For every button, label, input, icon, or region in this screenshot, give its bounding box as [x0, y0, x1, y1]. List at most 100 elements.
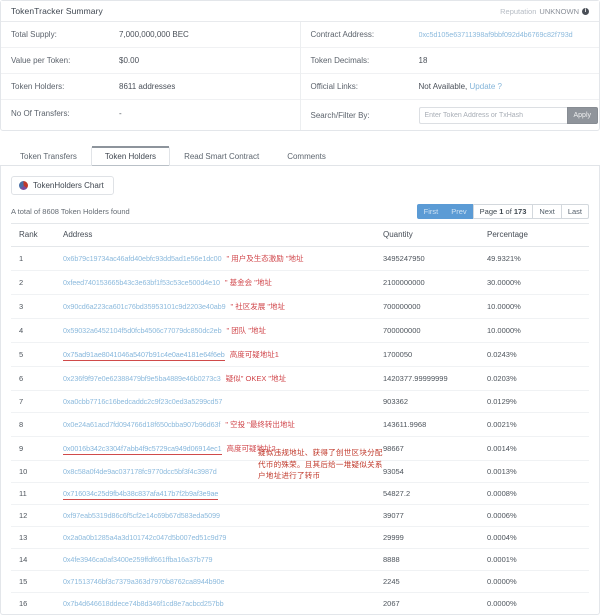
summary-row-search-filter: Search/Filter By: Apply: [301, 100, 600, 130]
tab-bar: Token Transfers Token Holders Read Smart…: [0, 139, 600, 166]
cell-rank: 13: [11, 526, 63, 549]
cell-quantity: 54827.2: [383, 482, 487, 505]
cell-quantity: 1420377.99999999: [383, 366, 487, 391]
token-holders-chart-button[interactable]: TokenHolders Chart: [11, 176, 114, 195]
no-of-transfers-label: No Of Transfers:: [11, 108, 70, 118]
tab-token-holders[interactable]: Token Holders: [90, 146, 171, 166]
token-decimals-label: Token Decimals:: [310, 56, 370, 65]
contract-address-label: Contract Address:: [310, 30, 375, 39]
search-filter-label: Search/Filter By:: [310, 110, 370, 120]
cell-percentage: 10.0000%: [487, 294, 589, 319]
cell-percentage: 0.0013%: [487, 460, 589, 483]
official-links-update-link[interactable]: Update ?: [469, 82, 502, 91]
address-link[interactable]: 0x75ad91ae8041046a5407b91c4e0ae4181e64f6…: [63, 350, 225, 361]
cell-rank: 9: [11, 436, 63, 461]
cell-quantity: 700000000: [383, 294, 487, 319]
table-row: 15 0x71513746bf3c7379a363d7970b8762ca8944…: [11, 570, 589, 593]
table-row: 5 0x75ad91ae8041046a5407b91c4e0ae4181e64f…: [11, 342, 589, 367]
token-tracker-summary-panel: TokenTracker Summary Reputation UNKNOWN …: [0, 0, 600, 131]
cell-quantity: 903362: [383, 390, 487, 413]
search-box: Apply: [418, 106, 599, 124]
address-link[interactable]: 0x2a0a0b1285a4a3d101742c047d5b007ed51c9d…: [63, 533, 227, 542]
reputation-badge: Reputation UNKNOWN i: [500, 7, 589, 16]
total-supply-value: 7,000,000,000 BEC: [119, 30, 189, 39]
summary-row-no-of-transfers: No Of Transfers: -: [1, 100, 300, 126]
table-row: 8 0x0e24a61acd7fd094766d18f650cbba907b96d…: [11, 412, 589, 437]
official-links-label: Official Links:: [310, 82, 358, 91]
table-row: 10 0x8c58a0f4de9ac037178fc9770dcc5bf3f4c3…: [11, 460, 589, 483]
cell-address: 0x0e24a61acd7fd094766d18f650cbba907b96d6…: [63, 412, 383, 437]
cell-address: 0x236f9f97e0e62388479bf9e5ba4889e46b0273…: [63, 366, 383, 391]
cell-rank: 2: [11, 270, 63, 295]
address-annotation: 疑似" OKEX "地址: [225, 374, 287, 383]
tab-read-smart-contract[interactable]: Read Smart Contract: [184, 152, 260, 161]
pagination-prev-button[interactable]: Prev: [444, 204, 473, 219]
table-body: 1 0x6b79c19734ac46afd40ebfc93dd5ad1e56e1d…: [11, 246, 589, 615]
cell-address: 0x90cd6a223ca601c76bd35953101c9d2203e40a…: [63, 294, 383, 319]
address-link[interactable]: 0x716034c25d9fb4b38c837afa417b7f2b9af3e9…: [63, 489, 219, 500]
cell-rank: 14: [11, 548, 63, 571]
cell-percentage: 0.0004%: [487, 526, 589, 549]
pagination-last-button[interactable]: Last: [560, 204, 589, 219]
column-header-rank: Rank: [11, 223, 63, 247]
cell-percentage: 0.0014%: [487, 436, 589, 461]
address-link[interactable]: 0x0016b342c3304f7abb4f9c5729ca949d06914e…: [63, 444, 222, 455]
address-annotation: " 基金会 "地址: [224, 278, 272, 287]
cell-percentage: 49.9321%: [487, 246, 589, 271]
tab-comments[interactable]: Comments: [287, 152, 326, 161]
address-link[interactable]: 0xa0cbb7716c16bedcaddc2c9f23c0ed3a5299cd…: [63, 397, 223, 406]
table-row: 6 0x236f9f97e0e62388479bf9e5ba4889e46b027…: [11, 366, 589, 391]
address-link[interactable]: 0xf97eab5319d86c6f5cf2e14c69b67d583eda50…: [63, 511, 220, 520]
cell-rank: 10: [11, 460, 63, 483]
address-link[interactable]: 0x71513746bf3c7379a363d7970b8762ca8944b9…: [63, 577, 225, 586]
address-link[interactable]: 0xfeed740153665b43c3e63bf1f53c53ce500d4e…: [63, 278, 220, 287]
pagination-first-button[interactable]: First: [416, 204, 445, 219]
pagination-next-button[interactable]: Next: [532, 204, 561, 219]
table-row: 4 0x59032a6452104f5d0fcb4506c77079dc850dc…: [11, 318, 589, 343]
table-row: 3 0x90cd6a223ca601c76bd35953101c9d2203e40…: [11, 294, 589, 319]
column-header-address: Address: [63, 223, 383, 247]
cell-rank: 1: [11, 246, 63, 271]
search-input[interactable]: [418, 106, 567, 124]
token-holders-table: Rank Address Quantity Percentage 1 0x6b79…: [11, 223, 589, 614]
tab-token-transfers[interactable]: Token Transfers: [20, 152, 77, 161]
cell-rank: 3: [11, 294, 63, 319]
cell-percentage: 0.0000%: [487, 599, 517, 608]
table-row: 16 0x7b4d646618ddece74b8d346f1cd8e7acbcd2…: [11, 593, 589, 615]
cell-percentage: 0.0203%: [487, 366, 589, 391]
total-supply-label: Total Supply:: [11, 30, 57, 39]
table-toolbar: A total of 8608 Token Holders found Firs…: [11, 204, 589, 219]
address-link[interactable]: 0x7b4d646618ddece74b8d346f1cd8e7acbcd257…: [63, 599, 224, 608]
reputation-value: UNKNOWN: [539, 6, 579, 16]
column-header-quantity: Quantity: [383, 223, 487, 247]
address-link[interactable]: 0x8c58a0f4de9ac037178fc9770dcc5bf3f4c398…: [63, 467, 217, 476]
cell-address: 0x75ad91ae8041046a5407b91c4e0ae4181e64f6…: [63, 342, 383, 367]
cell-address: 0x0016b342c3304f7abb4f9c5729ca949d06914e…: [63, 436, 383, 461]
address-link[interactable]: 0x59032a6452104f5d0fcb4506c77079dc850dc2…: [63, 326, 222, 335]
address-annotation: " 用户及生态激励 "地址: [226, 254, 304, 263]
address-annotation: 高度可疑地址1: [229, 350, 279, 359]
address-link[interactable]: 0x6b79c19734ac46afd40ebfc93dd5ad1e56e1dc…: [63, 254, 222, 263]
contract-address-link[interactable]: 0xc5d105e63711398af9bbf092d4b6769c82f793…: [418, 30, 573, 39]
cell-rank: 6: [11, 366, 63, 391]
pagination-page-indicator: Page 1 of 173: [472, 204, 533, 219]
cell-rank: 7: [11, 390, 63, 413]
address-link[interactable]: 0x4fe3946ca0af3400e259ffdf661ffba16a37b7…: [63, 555, 213, 564]
cell-quantity: 143611.9968: [383, 412, 487, 437]
cell-quantity: 700000000: [383, 318, 487, 343]
cell-address: 0x4fe3946ca0af3400e259ffdf661ffba16a37b7…: [63, 548, 383, 571]
summary-row-contract-address: Contract Address: 0xc5d105e63711398af9bb…: [300, 22, 599, 48]
table-row: 14 0x4fe3946ca0af3400e259ffdf661ffba16a37…: [11, 548, 589, 571]
info-icon[interactable]: i: [582, 7, 589, 15]
cell-rank: 4: [11, 318, 63, 343]
apply-button[interactable]: Apply: [566, 106, 599, 124]
address-link[interactable]: 0x0e24a61acd7fd094766d18f650cbba907b96d6…: [63, 420, 221, 429]
address-annotation: " 团队 "地址: [226, 326, 267, 335]
cell-percentage: 0.0000%: [487, 570, 589, 593]
address-link[interactable]: 0x90cd6a223ca601c76bd35953101c9d2203e40a…: [63, 302, 226, 311]
address-link[interactable]: 0x236f9f97e0e62388479bf9e5ba4889e46b0273…: [63, 374, 221, 383]
token-holders-label: Token Holders:: [11, 82, 65, 91]
token-holders-chart-label: TokenHolders Chart: [33, 181, 104, 190]
summary-row-token-holders: Token Holders: 8611 addresses: [1, 74, 300, 100]
